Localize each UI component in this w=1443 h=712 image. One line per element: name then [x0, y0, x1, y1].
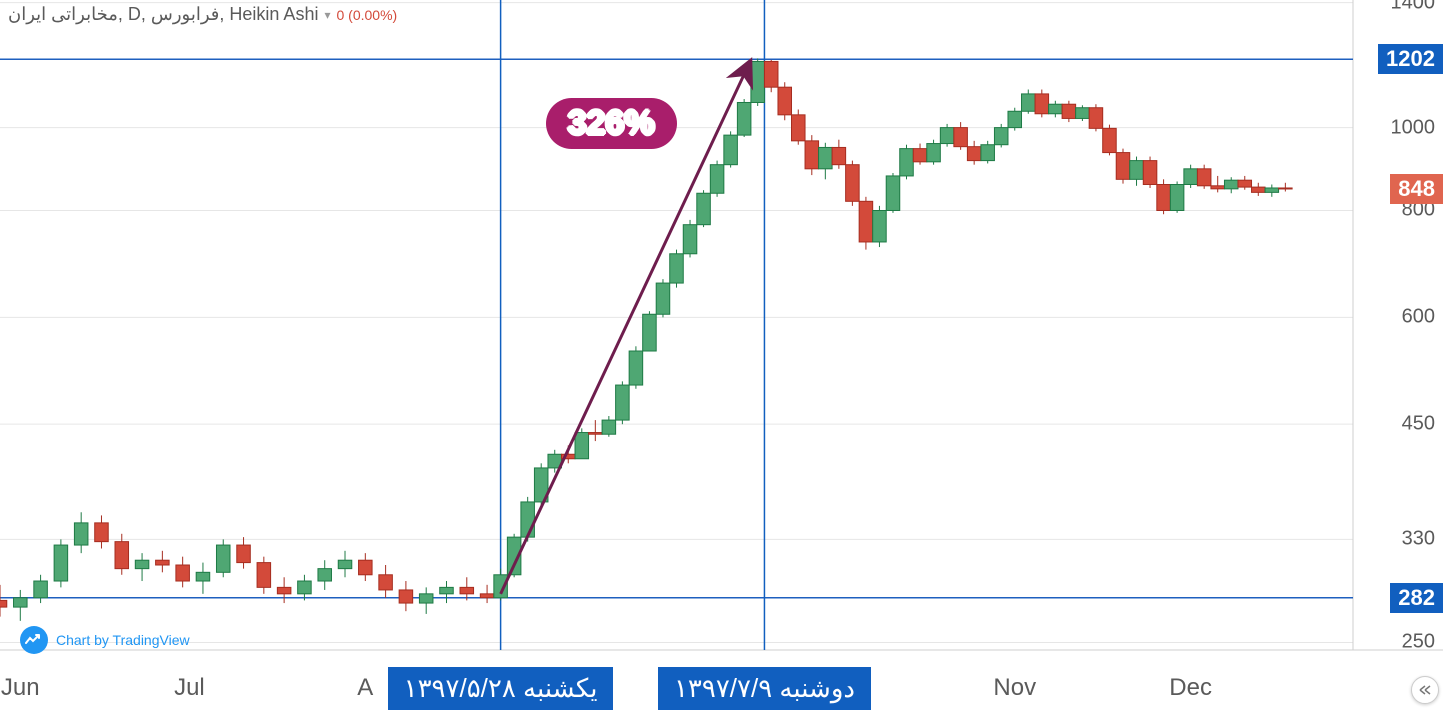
- symbol-header[interactable]: مخابراتی ایران, D, فرابورس, Heikin Ashi …: [8, 4, 397, 25]
- y-axis-tick: 1000: [1391, 116, 1436, 139]
- price-tag: 282: [1390, 583, 1443, 613]
- y-axis-tick: 450: [1402, 413, 1435, 436]
- date-tag: یکشنبه ۱۳۹۷/۵/۲۸: [388, 667, 614, 710]
- chart-container[interactable]: مخابراتی ایران, D, فرابورس, Heikin Ashi …: [0, 0, 1443, 712]
- y-axis-tick: 600: [1402, 306, 1435, 329]
- y-axis-tick: 1400: [1391, 0, 1436, 14]
- x-axis-tick: Jun: [1, 674, 40, 702]
- y-axis-tick: 250: [1402, 631, 1435, 654]
- x-axis-tick: A: [357, 674, 373, 702]
- symbol-text: مخابراتی ایران, D, فرابورس, Heikin Ashi: [8, 4, 318, 25]
- x-axis-tick: Jul: [174, 674, 205, 702]
- tradingview-icon: [20, 626, 48, 654]
- price-change: 0 (0.00%): [336, 7, 397, 23]
- x-axis-tick: Nov: [993, 674, 1036, 702]
- goto-date-button[interactable]: [1411, 676, 1439, 704]
- dropdown-icon[interactable]: ▾: [324, 8, 330, 22]
- percent-gain-badge: 326%: [546, 98, 677, 149]
- price-tag: 848: [1390, 174, 1443, 204]
- tradingview-attribution[interactable]: Chart by TradingView: [20, 626, 190, 654]
- date-tag: دوشنبه ۱۳۹۷/۷/۹: [658, 667, 871, 710]
- tradingview-text: Chart by TradingView: [56, 632, 190, 648]
- chart-canvas[interactable]: [0, 0, 1443, 712]
- price-tag: 1202: [1378, 44, 1443, 74]
- y-axis-tick: 330: [1402, 528, 1435, 551]
- x-axis-tick: Dec: [1169, 674, 1212, 702]
